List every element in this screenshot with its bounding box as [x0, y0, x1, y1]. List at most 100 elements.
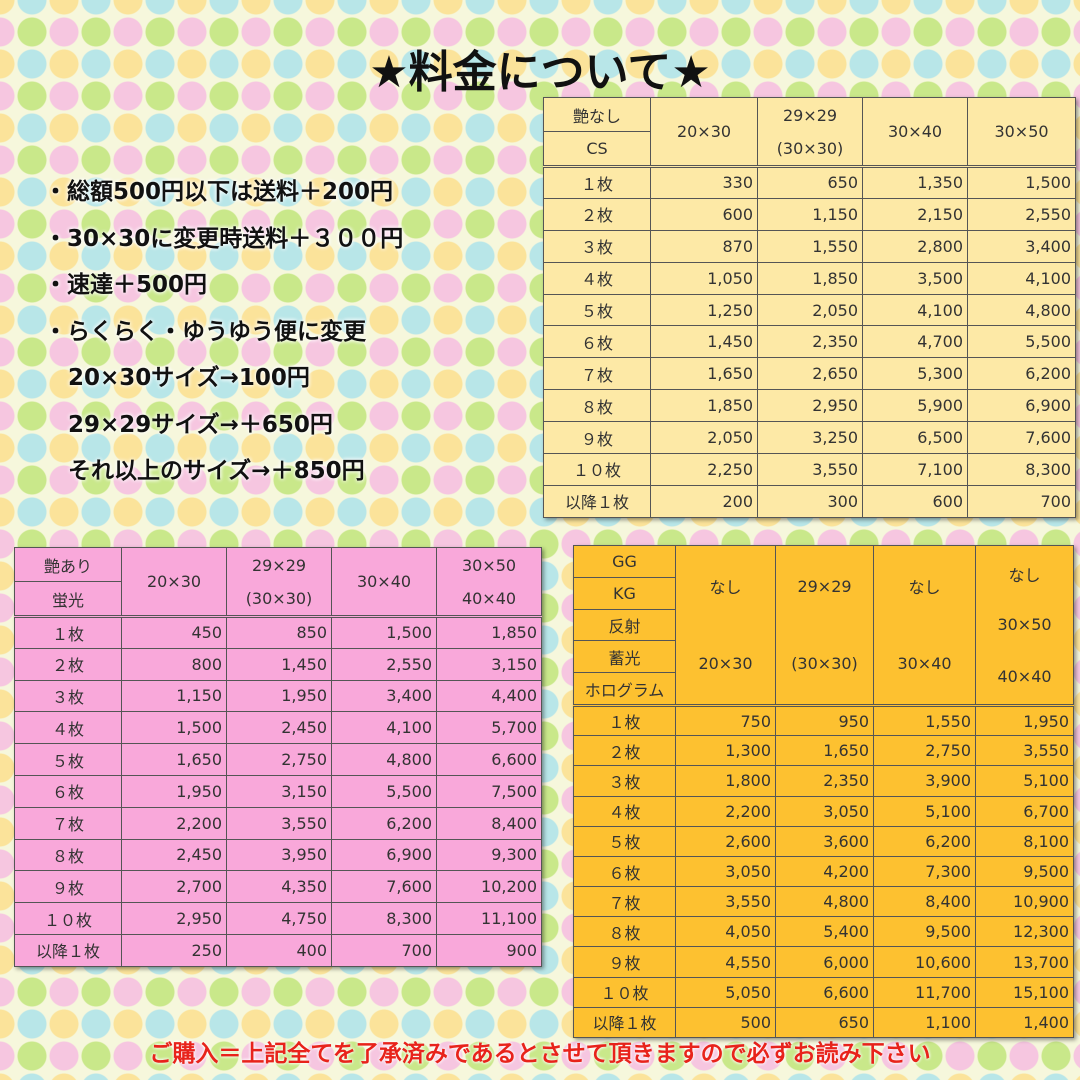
- header-text: KG: [574, 576, 675, 609]
- price: 4,400: [436, 679, 542, 713]
- price-row: ６枚 3,050 4,200 7,300 9,500: [573, 855, 1074, 888]
- header-text: 艶なし: [572, 106, 621, 126]
- header-text: 蛍光: [15, 581, 121, 615]
- header-cell: 29×29 (30×30): [757, 97, 863, 168]
- price: 450: [121, 616, 227, 649]
- note: ・速達＋500円: [44, 272, 208, 298]
- footer: ご購入＝上記全てを了承済みであるとさせて頂きますので必ずお読み下さい: [149, 1041, 931, 1067]
- header-text: 20×30: [676, 122, 732, 141]
- header-text: 40×40: [997, 666, 1052, 686]
- price: 950: [775, 704, 874, 737]
- price: 1,150: [121, 679, 227, 713]
- price-row: 以降１枚 500 650 1,100 1,400: [573, 1006, 1074, 1039]
- price: 4,200: [775, 855, 874, 888]
- price: 9,500: [873, 916, 976, 948]
- price: 700: [331, 933, 437, 967]
- price: 9,300: [436, 838, 542, 872]
- price: 3,050: [675, 855, 776, 888]
- price: 15,100: [975, 976, 1074, 1008]
- price: 2,250: [650, 453, 758, 486]
- price: 3,550: [975, 735, 1074, 767]
- quantity: ４枚: [14, 711, 122, 745]
- price-row: １枚 750 950 1,550 1,950: [573, 704, 1074, 737]
- price: 5,100: [873, 795, 976, 827]
- price: 4,700: [862, 325, 968, 359]
- price: 1,300: [675, 735, 776, 767]
- price-row: ６枚 1,450 2,350 4,700 5,500: [543, 325, 1076, 359]
- price: 8,300: [967, 453, 1076, 486]
- price-row: ９枚 2,050 3,250 6,500 7,600: [543, 421, 1076, 455]
- price: 4,750: [226, 902, 332, 935]
- price: 1,500: [121, 711, 227, 745]
- header-cell: 20×30: [121, 547, 227, 618]
- price: 1,250: [650, 293, 758, 327]
- price-row: ６枚 1,950 3,150 5,500 7,500: [14, 774, 542, 808]
- note: ・総額500円以下は送料＋200円: [44, 179, 394, 205]
- quantity: ４枚: [573, 795, 676, 827]
- quantity: ７枚: [573, 886, 676, 918]
- price: 1,950: [226, 679, 332, 713]
- price: 3,600: [775, 825, 874, 857]
- header-text: 29×29: [782, 105, 838, 125]
- price: 5,300: [862, 357, 968, 391]
- price: 3,550: [675, 886, 776, 918]
- quantity: 以降１枚: [543, 484, 651, 518]
- price: 11,700: [873, 976, 976, 1008]
- header-text: 30×40: [356, 572, 412, 591]
- price: 7,100: [862, 453, 968, 486]
- price: 6,200: [967, 357, 1076, 391]
- price: 1,950: [975, 704, 1074, 737]
- price: 3,050: [775, 795, 874, 827]
- price: 650: [775, 1006, 874, 1039]
- price: 7,300: [873, 855, 976, 888]
- quantity: ５枚: [14, 743, 122, 776]
- price: 8,400: [873, 886, 976, 918]
- price: 1,350: [862, 166, 968, 199]
- price: 1,450: [650, 325, 758, 359]
- price: 1,650: [650, 357, 758, 391]
- quantity: ８枚: [543, 389, 651, 423]
- header-cell: 30×40: [331, 547, 437, 618]
- quantity: １枚: [14, 616, 122, 649]
- price: 4,550: [675, 946, 776, 978]
- price-row: ２枚 1,300 1,650 2,750 3,550: [573, 735, 1074, 767]
- header-cell: なし 30×40: [873, 545, 976, 707]
- price: 9,500: [975, 855, 1074, 888]
- quantity: ７枚: [543, 357, 651, 391]
- header-text: なし: [908, 578, 941, 598]
- quantity: １０枚: [543, 453, 651, 486]
- quantity: ９枚: [543, 421, 651, 455]
- price-row: ５枚 1,250 2,050 4,100 4,800: [543, 293, 1076, 327]
- price: 2,350: [775, 765, 874, 797]
- quantity: ８枚: [14, 838, 122, 872]
- price: 5,400: [775, 916, 874, 948]
- quantity: 以降１枚: [14, 933, 122, 967]
- header-row: 艶あり 蛍光 20×30 29×29 (30×30) 30×40 30×50 40×40: [14, 547, 542, 618]
- quantity: ４枚: [543, 261, 651, 295]
- price: 870: [650, 229, 758, 263]
- quantity: ７枚: [14, 806, 122, 840]
- price: 6,900: [967, 389, 1076, 423]
- price: 700: [967, 484, 1076, 518]
- price: 1,800: [675, 765, 776, 797]
- price: 1,650: [775, 735, 874, 767]
- price-row: ８枚 4,050 5,400 9,500 12,300: [573, 916, 1074, 948]
- quantity: １０枚: [14, 902, 122, 935]
- price-row: ８枚 1,850 2,950 5,900 6,900: [543, 389, 1076, 423]
- price: 200: [650, 484, 758, 518]
- price: 250: [121, 933, 227, 967]
- header-cell: なし 30×50 40×40: [975, 545, 1074, 707]
- header-text: (30×30): [245, 588, 313, 608]
- quantity: ２枚: [573, 735, 676, 767]
- price: 2,950: [121, 902, 227, 935]
- price-table: GG KG 反射 蓄光 ホログラム なし 20×30 29×29 (30×30) なし 30×40 な…: [573, 545, 1074, 1039]
- quantity: ６枚: [14, 774, 122, 808]
- header-row: 艶なし CS 20×30 29×29 (30×30) 30×40 30×50: [543, 97, 1076, 168]
- price: 1,050: [650, 261, 758, 295]
- price-table: 艶なし CS 20×30 29×29 (30×30) 30×40 30×50 １枚 330 650…: [543, 97, 1076, 518]
- price: 12,300: [975, 916, 1074, 948]
- price: 2,450: [121, 838, 227, 872]
- header-text: 20×30: [698, 653, 753, 673]
- price: 2,700: [121, 870, 227, 904]
